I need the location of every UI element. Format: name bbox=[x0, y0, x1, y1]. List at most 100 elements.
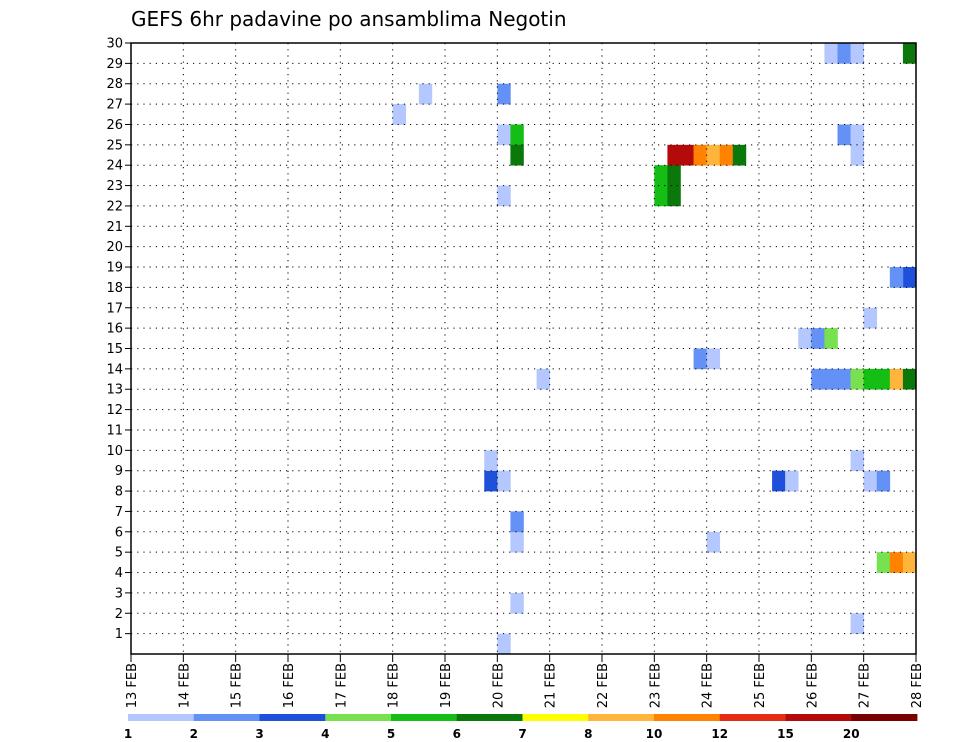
cell-51 bbox=[863, 470, 878, 492]
cell-13 bbox=[392, 104, 407, 125]
colorbar-label-2: 2 bbox=[190, 727, 198, 741]
colorbar-swatch-4 bbox=[391, 714, 458, 721]
xtick-label-11: 24 FEB bbox=[701, 663, 716, 708]
xtick-label-7: 20 FEB bbox=[491, 663, 506, 708]
xtick-label-13: 26 FEB bbox=[805, 663, 820, 708]
cell-30 bbox=[798, 328, 812, 349]
cell-42 bbox=[837, 43, 851, 64]
cell-28 bbox=[772, 470, 786, 492]
colorbar-swatch-6 bbox=[522, 714, 589, 721]
cell-0 bbox=[497, 633, 511, 655]
cell-11 bbox=[510, 144, 524, 166]
xtick-label-4: 17 FEB bbox=[334, 663, 349, 708]
ytick-label-26: 26 bbox=[106, 118, 123, 133]
colorbar-swatch-2 bbox=[259, 714, 326, 721]
cell-1 bbox=[484, 470, 498, 492]
cell-38 bbox=[876, 368, 891, 390]
colorbar-label-5: 5 bbox=[387, 727, 395, 741]
cell-24 bbox=[732, 144, 747, 166]
ytick-label-21: 21 bbox=[106, 220, 123, 235]
cell-16 bbox=[654, 185, 668, 207]
cell-50 bbox=[863, 307, 878, 329]
cell-17 bbox=[667, 165, 681, 186]
cell-34 bbox=[824, 368, 838, 390]
xtick-label-8: 21 FEB bbox=[544, 663, 559, 708]
cell-40 bbox=[902, 368, 917, 390]
ytick-label-14: 14 bbox=[106, 362, 123, 377]
colorbar-swatch-9 bbox=[719, 714, 786, 721]
ytick-label-12: 12 bbox=[106, 403, 123, 418]
cell-7 bbox=[510, 511, 524, 533]
cell-45 bbox=[837, 124, 851, 146]
chart-title: GEFS 6hr padavine po ansamblima Negotin bbox=[131, 7, 567, 31]
ytick-label-19: 19 bbox=[106, 261, 123, 276]
ytick-label-15: 15 bbox=[106, 342, 123, 357]
ytick-label-10: 10 bbox=[106, 444, 123, 459]
ytick-label-6: 6 bbox=[115, 525, 123, 540]
cell-14 bbox=[418, 83, 433, 105]
colorbar-label-8: 8 bbox=[584, 727, 592, 741]
ytick-label-4: 4 bbox=[115, 566, 123, 581]
cell-2 bbox=[497, 470, 511, 492]
colorbar-label-3: 3 bbox=[255, 727, 263, 741]
cell-48 bbox=[850, 450, 864, 471]
cell-22 bbox=[706, 144, 721, 166]
ytick-label-2: 2 bbox=[115, 607, 123, 622]
colorbar-swatch-0 bbox=[128, 714, 195, 721]
ytick-label-29: 29 bbox=[106, 57, 123, 72]
cell-57 bbox=[889, 267, 904, 288]
cell-19 bbox=[667, 144, 681, 166]
xtick-label-6: 19 FEB bbox=[439, 663, 454, 708]
ytick-label-23: 23 bbox=[106, 179, 123, 194]
cell-46 bbox=[850, 124, 864, 146]
cell-21 bbox=[693, 144, 707, 166]
ytick-label-20: 20 bbox=[106, 240, 123, 255]
cell-53 bbox=[876, 552, 891, 573]
ytick-label-7: 7 bbox=[115, 505, 123, 520]
grid-lines bbox=[131, 43, 916, 654]
colorbar-swatch-7 bbox=[588, 714, 655, 721]
xtick-label-1: 14 FEB bbox=[177, 663, 192, 708]
cell-55 bbox=[902, 552, 917, 573]
ytick-label-24: 24 bbox=[106, 159, 123, 174]
ytick-label-11: 11 bbox=[106, 423, 123, 438]
cell-54 bbox=[889, 552, 904, 573]
ytick-label-25: 25 bbox=[106, 138, 123, 153]
xtick-label-2: 15 FEB bbox=[230, 663, 245, 708]
colorbar-label-10: 10 bbox=[646, 727, 663, 741]
ytick-label-1: 1 bbox=[115, 627, 123, 642]
colorbar-swatch-11 bbox=[851, 714, 918, 721]
ytick-label-30: 30 bbox=[106, 37, 123, 52]
cell-20 bbox=[680, 144, 694, 166]
cell-27 bbox=[706, 531, 721, 553]
cell-52 bbox=[876, 470, 891, 492]
colorbar-label-15: 15 bbox=[777, 727, 794, 741]
cell-26 bbox=[706, 348, 721, 370]
colorbar-label-1: 1 bbox=[124, 727, 132, 741]
ytick-label-3: 3 bbox=[115, 586, 123, 601]
xtick-label-0: 13 FEB bbox=[125, 663, 140, 708]
cell-43 bbox=[850, 43, 864, 64]
cell-32 bbox=[824, 328, 838, 349]
ytick-label-22: 22 bbox=[106, 199, 123, 214]
colorbar-swatch-5 bbox=[456, 714, 523, 721]
ytick-label-16: 16 bbox=[106, 322, 123, 337]
cell-44 bbox=[902, 43, 917, 64]
cell-15 bbox=[654, 165, 668, 186]
cell-8 bbox=[497, 185, 511, 207]
xtick-label-14: 27 FEB bbox=[858, 663, 873, 708]
cell-4 bbox=[536, 368, 550, 390]
colorbar-label-12: 12 bbox=[711, 727, 728, 741]
cell-56 bbox=[902, 267, 917, 288]
colorbar-label-4: 4 bbox=[321, 727, 329, 741]
cell-25 bbox=[693, 348, 707, 370]
cell-6 bbox=[510, 531, 524, 553]
data-cells bbox=[392, 43, 917, 655]
cell-41 bbox=[824, 43, 838, 64]
ytick-label-8: 8 bbox=[115, 485, 123, 500]
ytick-label-5: 5 bbox=[115, 546, 123, 561]
xtick-label-5: 18 FEB bbox=[387, 663, 402, 708]
cell-9 bbox=[497, 124, 511, 146]
cell-10 bbox=[510, 124, 524, 146]
